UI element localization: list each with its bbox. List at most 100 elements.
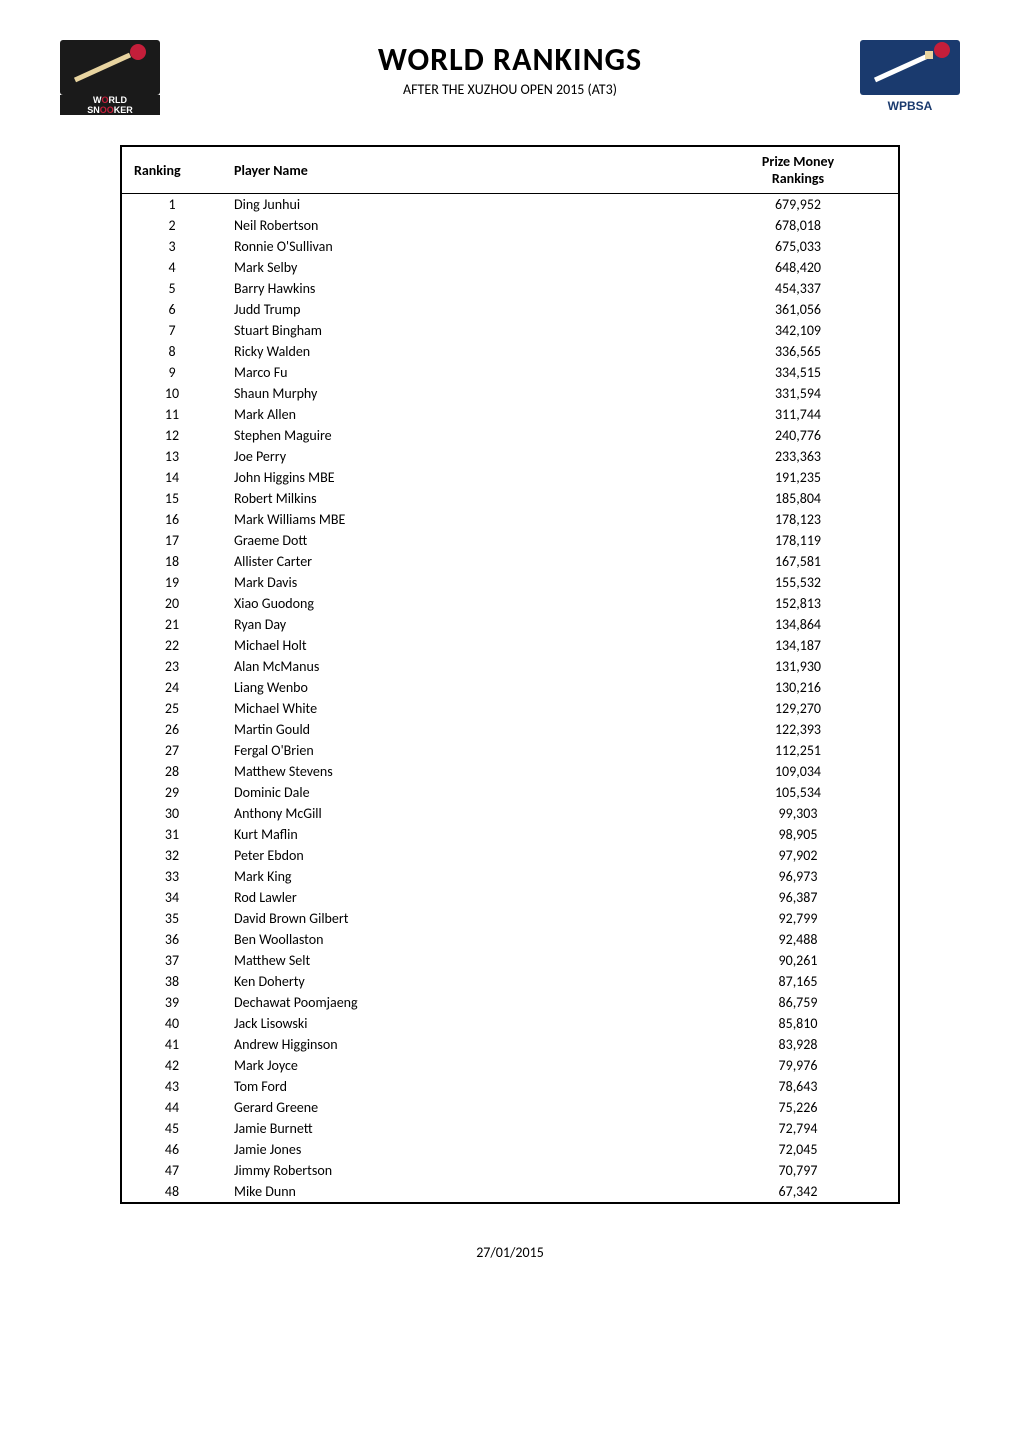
ranking-cell: 38 [122,971,222,992]
ranking-cell: 16 [122,509,222,530]
player-cell: Anthony McGill [222,803,698,824]
ranking-cell: 3 [122,236,222,257]
player-cell: Jimmy Robertson [222,1160,698,1181]
table-row: 40Jack Lisowski85,810 [122,1013,898,1034]
table-row: 22Michael Holt134,187 [122,635,898,656]
ranking-cell: 8 [122,341,222,362]
ranking-cell: 28 [122,761,222,782]
prize-cell: 90,261 [698,950,898,971]
player-cell: Jack Lisowski [222,1013,698,1034]
prize-cell: 454,337 [698,278,898,299]
col-header-ranking: Ranking [122,147,222,194]
player-cell: Joe Perry [222,446,698,467]
player-cell: Michael Holt [222,635,698,656]
player-cell: Matthew Stevens [222,761,698,782]
col-header-player: Player Name [222,147,698,194]
prize-cell: 96,973 [698,866,898,887]
player-cell: Gerard Greene [222,1097,698,1118]
svg-text:WORLD: WORLD [93,95,128,105]
table-row: 12Stephen Maguire240,776 [122,425,898,446]
player-cell: Ronnie O'Sullivan [222,236,698,257]
table-row: 37Matthew Selt90,261 [122,950,898,971]
prize-cell: 331,594 [698,383,898,404]
prize-cell: 178,123 [698,509,898,530]
player-cell: Mark Selby [222,257,698,278]
player-cell: Allister Carter [222,551,698,572]
prize-cell: 342,109 [698,320,898,341]
prize-cell: 72,794 [698,1118,898,1139]
player-cell: Shaun Murphy [222,383,698,404]
ranking-cell: 47 [122,1160,222,1181]
prize-cell: 361,056 [698,299,898,320]
player-cell: Mark Williams MBE [222,509,698,530]
prize-cell: 70,797 [698,1160,898,1181]
table-row: 24Liang Wenbo130,216 [122,677,898,698]
table-row: 28Matthew Stevens109,034 [122,761,898,782]
ranking-cell: 44 [122,1097,222,1118]
rankings-table-container: Ranking Player Name Prize Money Rankings… [120,145,900,1204]
ranking-cell: 33 [122,866,222,887]
prize-cell: 92,799 [698,908,898,929]
prize-cell: 131,930 [698,656,898,677]
player-cell: Mark King [222,866,698,887]
player-cell: Rod Lawler [222,887,698,908]
player-cell: Ding Junhui [222,194,698,216]
ranking-cell: 25 [122,698,222,719]
ranking-cell: 17 [122,530,222,551]
table-row: 15Robert Milkins185,804 [122,488,898,509]
table-row: 5Barry Hawkins454,337 [122,278,898,299]
prize-cell: 679,952 [698,194,898,216]
ranking-cell: 39 [122,992,222,1013]
table-row: 6Judd Trump361,056 [122,299,898,320]
prize-cell: 178,119 [698,530,898,551]
prize-cell: 99,303 [698,803,898,824]
table-row: 46Jamie Jones72,045 [122,1139,898,1160]
col-header-prize: Prize Money Rankings [698,147,898,194]
player-cell: Neil Robertson [222,215,698,236]
wpbsa-logo: WPBSA [860,40,960,115]
ranking-cell: 15 [122,488,222,509]
prize-cell: 79,976 [698,1055,898,1076]
table-row: 9Marco Fu334,515 [122,362,898,383]
prize-cell: 109,034 [698,761,898,782]
prize-cell: 75,226 [698,1097,898,1118]
ranking-cell: 36 [122,929,222,950]
prize-cell: 78,643 [698,1076,898,1097]
player-cell: Stephen Maguire [222,425,698,446]
player-cell: Ryan Day [222,614,698,635]
table-row: 3Ronnie O'Sullivan675,033 [122,236,898,257]
table-row: 14John Higgins MBE191,235 [122,467,898,488]
table-row: 18Allister Carter167,581 [122,551,898,572]
main-title: WORLD RANKINGS [160,40,860,79]
player-cell: David Brown Gilbert [222,908,698,929]
prize-cell: 85,810 [698,1013,898,1034]
player-cell: Mark Allen [222,404,698,425]
player-cell: Matthew Selt [222,950,698,971]
ranking-cell: 37 [122,950,222,971]
table-row: 19Mark Davis155,532 [122,572,898,593]
table-row: 34Rod Lawler96,387 [122,887,898,908]
player-cell: Barry Hawkins [222,278,698,299]
ranking-cell: 20 [122,593,222,614]
table-row: 25Michael White129,270 [122,698,898,719]
ranking-cell: 26 [122,719,222,740]
ranking-cell: 34 [122,887,222,908]
table-row: 30Anthony McGill99,303 [122,803,898,824]
player-cell: Ben Woollaston [222,929,698,950]
table-row: 7Stuart Bingham342,109 [122,320,898,341]
ranking-cell: 31 [122,824,222,845]
svg-text:SNOOKER: SNOOKER [87,105,133,115]
table-row: 43Tom Ford78,643 [122,1076,898,1097]
table-row: 23Alan McManus131,930 [122,656,898,677]
table-row: 48Mike Dunn67,342 [122,1181,898,1202]
ranking-cell: 13 [122,446,222,467]
prize-cell: 92,488 [698,929,898,950]
player-cell: Alan McManus [222,656,698,677]
prize-cell: 72,045 [698,1139,898,1160]
prize-cell: 83,928 [698,1034,898,1055]
table-row: 36Ben Woollaston92,488 [122,929,898,950]
prize-cell: 675,033 [698,236,898,257]
ranking-cell: 48 [122,1181,222,1202]
prize-cell: 129,270 [698,698,898,719]
player-cell: Mark Joyce [222,1055,698,1076]
